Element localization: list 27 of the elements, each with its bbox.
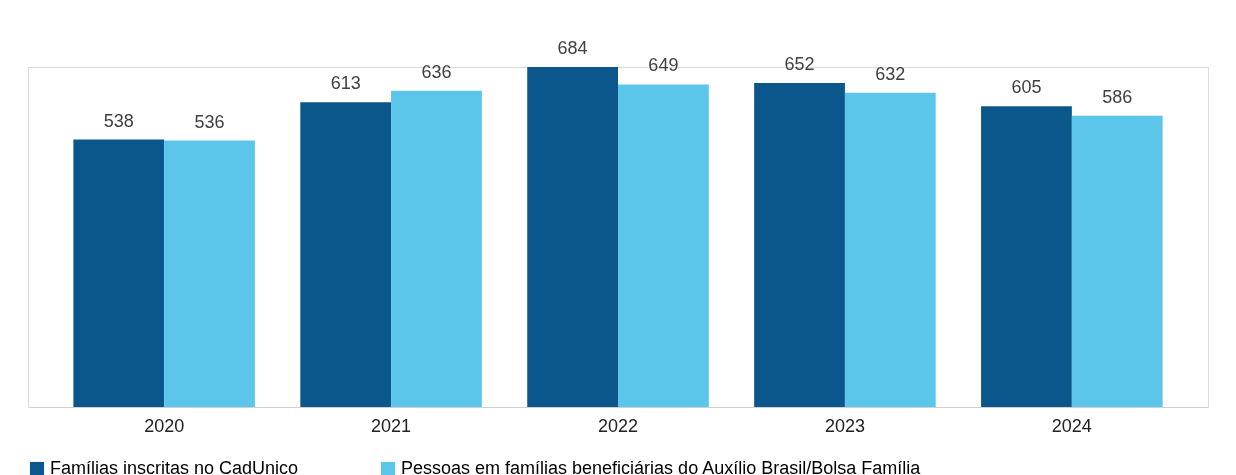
x-tick-label: 2020 — [144, 415, 185, 436]
legend-label: Pessoas em famílias beneficiárias do Auxílio Brasil/Bolsa Família — [401, 458, 922, 475]
bar — [618, 84, 709, 407]
data-label: 636 — [421, 61, 452, 82]
data-label: 536 — [194, 111, 225, 132]
bar — [981, 106, 1072, 407]
data-label: 538 — [103, 110, 134, 131]
data-label: 649 — [648, 55, 679, 76]
data-label: 684 — [557, 38, 588, 58]
bar — [844, 92, 936, 407]
x-tick-label: 2022 — [597, 415, 639, 436]
bar — [164, 140, 255, 407]
data-label: 605 — [1011, 77, 1042, 98]
data-label: 652 — [784, 53, 815, 74]
bar — [300, 102, 392, 407]
x-tick-label: 2023 — [824, 415, 865, 436]
bar — [527, 67, 618, 407]
data-label: 586 — [1102, 86, 1133, 107]
data-label: 613 — [330, 73, 361, 94]
bar — [391, 90, 482, 407]
bar — [1071, 115, 1163, 407]
legend-label: Famílias inscritas no CadUnico — [50, 458, 299, 475]
bar — [73, 139, 165, 407]
data-label: 632 — [875, 63, 906, 84]
x-tick-label: 2024 — [1051, 415, 1092, 436]
bar — [754, 82, 845, 407]
x-tick-label: 2021 — [371, 415, 412, 436]
